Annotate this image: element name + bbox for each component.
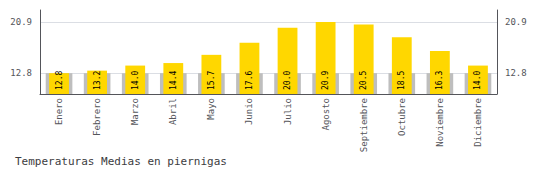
svg-text:12.8: 12.8 xyxy=(55,71,64,90)
svg-text:14.0: 14.0 xyxy=(473,71,482,90)
svg-text:20.9: 20.9 xyxy=(505,17,527,27)
svg-text:20.9: 20.9 xyxy=(10,17,32,27)
svg-text:16.3: 16.3 xyxy=(435,71,444,90)
svg-text:Agosto: Agosto xyxy=(321,98,331,131)
svg-text:Septiembre: Septiembre xyxy=(359,98,369,152)
svg-text:18.5: 18.5 xyxy=(397,71,406,90)
svg-text:Marzo: Marzo xyxy=(130,98,140,125)
svg-text:17.6: 17.6 xyxy=(245,71,254,90)
svg-text:14.0: 14.0 xyxy=(131,71,140,90)
svg-text:15.7: 15.7 xyxy=(207,71,216,90)
svg-text:Febrero: Febrero xyxy=(92,98,102,136)
svg-text:Abril: Abril xyxy=(168,98,178,125)
svg-text:20.0: 20.0 xyxy=(283,71,292,90)
svg-text:14.4: 14.4 xyxy=(169,71,178,90)
svg-text:20.5: 20.5 xyxy=(359,71,368,90)
svg-text:Noviembre: Noviembre xyxy=(435,98,445,147)
svg-text:Mayo: Mayo xyxy=(206,98,216,120)
svg-text:Diciembre: Diciembre xyxy=(473,98,483,147)
svg-text:Temperaturas Medias en piernig: Temperaturas Medias en piernigas xyxy=(15,155,227,168)
svg-text:Enero: Enero xyxy=(54,98,64,125)
svg-text:Junio: Junio xyxy=(244,98,254,125)
svg-text:13.2: 13.2 xyxy=(93,71,102,90)
svg-text:Octubre: Octubre xyxy=(397,98,407,136)
svg-text:20.9: 20.9 xyxy=(321,71,330,90)
svg-text:Julio: Julio xyxy=(283,98,293,125)
svg-text:12.8: 12.8 xyxy=(10,68,32,78)
svg-text:12.8: 12.8 xyxy=(505,68,527,78)
